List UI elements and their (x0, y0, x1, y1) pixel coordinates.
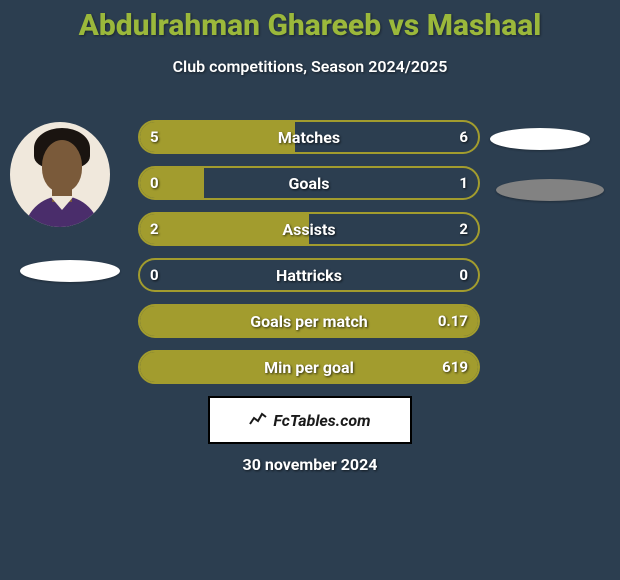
bar-value-left: 2 (150, 212, 159, 246)
bar-track (138, 350, 480, 384)
footer-date: 30 november 2024 (0, 455, 620, 474)
bar-value-right: 1 (459, 166, 468, 200)
player-label-left (20, 260, 120, 282)
bar-value-right: 619 (442, 350, 468, 384)
bar-track (138, 212, 480, 246)
page-subtitle: Club competitions, Season 2024/2025 (0, 57, 620, 76)
avatar-illustration (10, 122, 110, 227)
chart-icon (249, 411, 267, 430)
bar-value-left: 0 (150, 166, 159, 200)
site-badge-text: FcTables.com (273, 411, 370, 430)
page-title: Abdulrahman Ghareeb vs Mashaal (0, 0, 620, 43)
stat-row: Assists22 (138, 212, 480, 246)
player-avatar-left (10, 122, 110, 227)
bar-value-right: 0 (459, 258, 468, 292)
bar-track (138, 304, 480, 338)
player-label-right-1 (490, 128, 590, 150)
stats-bars: Matches56Goals01Assists22Hattricks00Goal… (138, 120, 480, 396)
stat-row: Hattricks00 (138, 258, 480, 292)
bar-fill-left (140, 352, 478, 382)
bar-value-right: 2 (459, 212, 468, 246)
bar-track (138, 166, 480, 200)
stat-row: Goals01 (138, 166, 480, 200)
bar-fill-left (140, 122, 295, 152)
bar-fill-left (140, 306, 478, 336)
site-badge[interactable]: FcTables.com (208, 396, 412, 444)
stat-row: Min per goal619 (138, 350, 480, 384)
bar-track (138, 120, 480, 154)
bar-value-right: 0.17 (438, 304, 468, 338)
bar-value-left: 5 (150, 120, 159, 154)
bar-track (138, 258, 480, 292)
player-label-right-2 (496, 179, 604, 201)
stat-row: Matches56 (138, 120, 480, 154)
stat-row: Goals per match0.17 (138, 304, 480, 338)
bar-value-left: 0 (150, 258, 159, 292)
bar-fill-left (140, 214, 309, 244)
bar-value-right: 6 (459, 120, 468, 154)
